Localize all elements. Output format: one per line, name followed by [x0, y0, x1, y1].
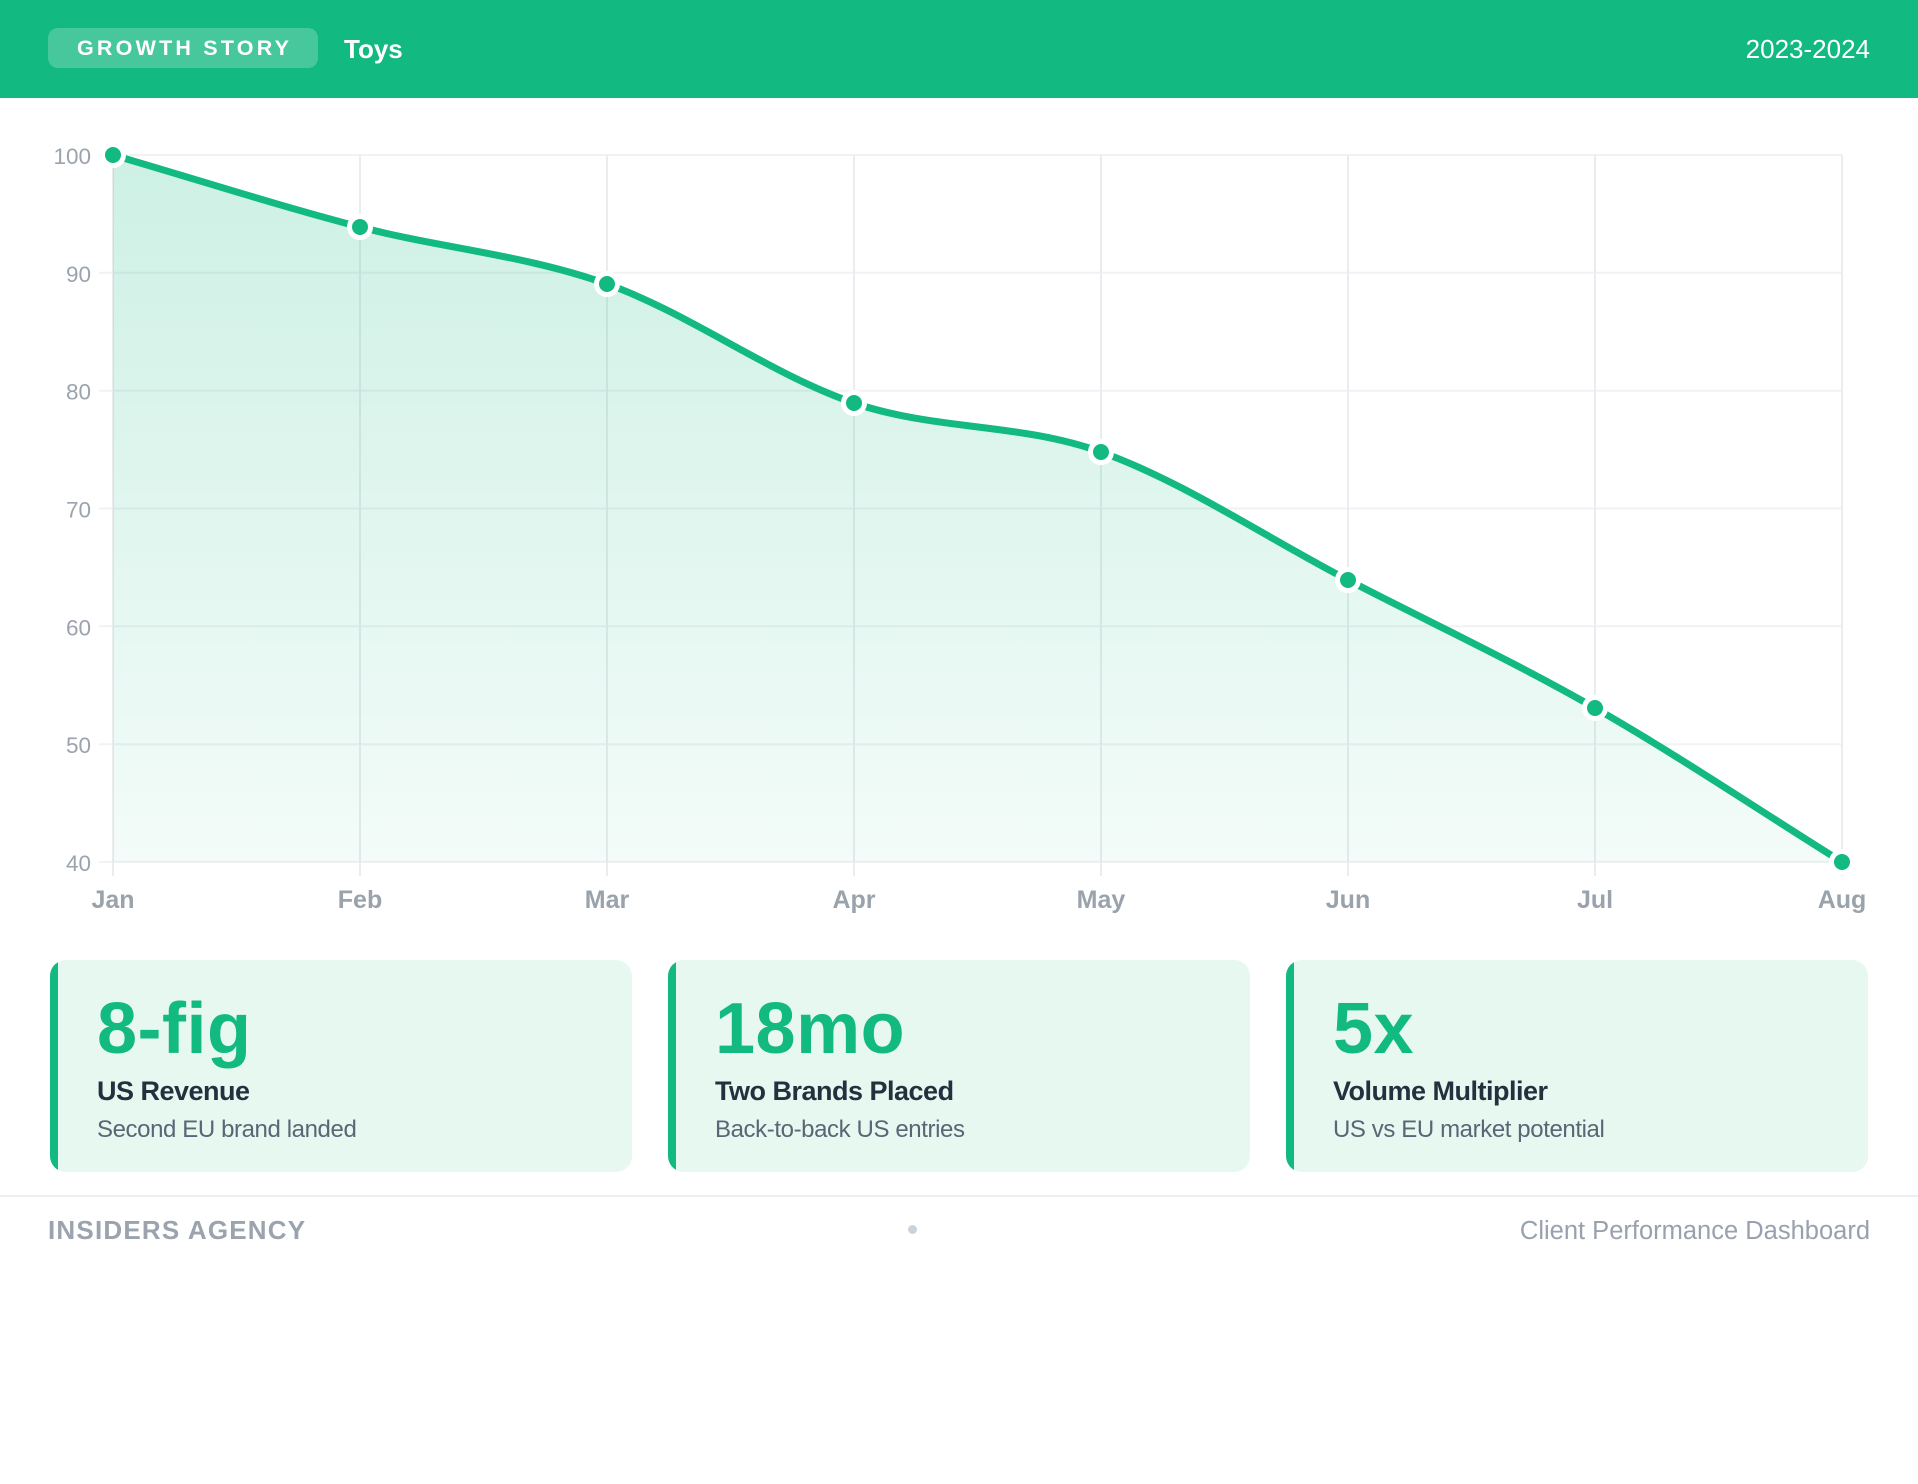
svg-text:60: 60 [66, 615, 91, 640]
svg-text:May: May [1077, 886, 1126, 914]
svg-text:Aug: Aug [1818, 886, 1867, 914]
svg-text:Apr: Apr [832, 886, 875, 914]
svg-text:Jan: Jan [91, 886, 134, 914]
svg-text:Jul: Jul [1577, 886, 1613, 914]
svg-text:80: 80 [66, 380, 91, 405]
svg-text:Mar: Mar [585, 886, 630, 914]
svg-text:40: 40 [66, 851, 91, 876]
svg-text:70: 70 [66, 498, 91, 523]
svg-text:Feb: Feb [338, 886, 382, 914]
svg-text:50: 50 [66, 733, 91, 758]
svg-text:Jun: Jun [1326, 886, 1370, 914]
svg-text:90: 90 [66, 262, 91, 287]
svg-text:100: 100 [53, 144, 91, 169]
